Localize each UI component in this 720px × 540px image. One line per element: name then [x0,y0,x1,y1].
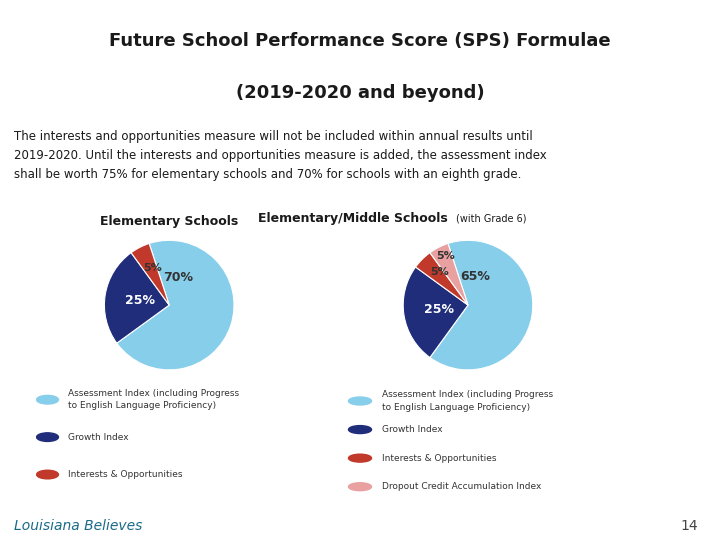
Wedge shape [104,253,169,343]
Text: Elementary/Middle Schools: Elementary/Middle Schools [258,212,448,225]
Wedge shape [430,240,533,370]
Text: Elementary Schools: Elementary Schools [100,215,238,228]
Circle shape [348,426,372,434]
Text: 25%: 25% [125,294,156,307]
Text: (2019-2020 and beyond): (2019-2020 and beyond) [235,84,485,102]
Circle shape [348,397,372,405]
Circle shape [348,454,372,462]
Text: Future School Performance Score (SPS) Formulae: Future School Performance Score (SPS) Fo… [109,32,611,50]
Text: 5%: 5% [431,267,449,277]
Text: Interests & Opportunities: Interests & Opportunities [382,454,496,463]
Text: (with Grade 6): (with Grade 6) [456,214,526,224]
Circle shape [37,470,58,479]
Wedge shape [415,253,468,305]
Circle shape [37,433,58,441]
Text: Growth Index: Growth Index [68,433,128,442]
Text: 5%: 5% [436,251,455,261]
Wedge shape [430,244,468,305]
Text: 70%: 70% [163,271,193,284]
Text: Assessment Index (including Progress
to English Language Proficiency): Assessment Index (including Progress to … [68,389,239,410]
Text: 25%: 25% [424,303,454,316]
Text: 65%: 65% [460,271,490,284]
Circle shape [348,483,372,491]
Text: 5%: 5% [144,262,163,273]
Text: Growth Index: Growth Index [382,425,442,434]
Text: Assessment Index (including Progress
to English Language Proficiency): Assessment Index (including Progress to … [382,390,553,412]
Text: Interests & Opportunities: Interests & Opportunities [68,470,182,479]
Text: The interests and opportunities measure will not be included within annual resul: The interests and opportunities measure … [14,130,547,180]
Text: 14: 14 [681,519,698,533]
Wedge shape [403,267,468,357]
Text: Louisiana Believes: Louisiana Believes [14,519,143,533]
Wedge shape [117,240,234,370]
Wedge shape [131,244,169,305]
Circle shape [37,395,58,404]
Text: Dropout Credit Accumulation Index: Dropout Credit Accumulation Index [382,482,541,491]
